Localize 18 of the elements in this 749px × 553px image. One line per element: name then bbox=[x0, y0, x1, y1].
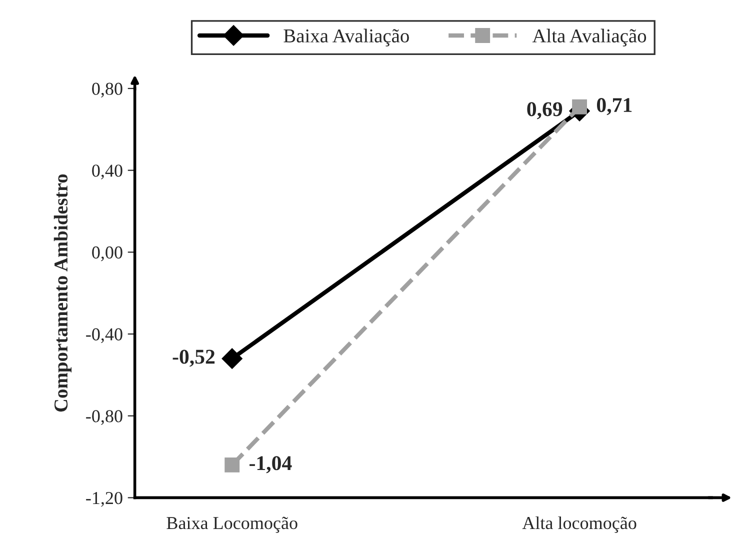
data-label: 0,71 bbox=[596, 98, 632, 116]
data-label: 0,69 bbox=[527, 102, 562, 120]
y-tick-label: -0,80 bbox=[86, 410, 122, 425]
point bbox=[572, 99, 587, 114]
point bbox=[222, 348, 242, 369]
legend-label: Alta Avaliação bbox=[532, 28, 646, 46]
data-label: -0,52 bbox=[172, 350, 215, 367]
y-tick-label: 0,00 bbox=[92, 246, 122, 262]
y-axis-title: Comportamento Ambidestro bbox=[54, 174, 72, 412]
y-tick-label: 0,40 bbox=[92, 164, 122, 180]
point bbox=[224, 458, 240, 472]
y-tick-label: 0,80 bbox=[92, 82, 122, 98]
legend-label: Baixa Avaliação bbox=[284, 28, 409, 46]
y-tick-label: -0,40 bbox=[86, 328, 122, 344]
x-tick-label: Alta locomoção bbox=[522, 516, 636, 533]
data-label: -1,04 bbox=[250, 456, 292, 474]
x-tick-label: Baixa Locomoção bbox=[166, 516, 298, 533]
y-tick-label: -1,20 bbox=[86, 492, 122, 507]
